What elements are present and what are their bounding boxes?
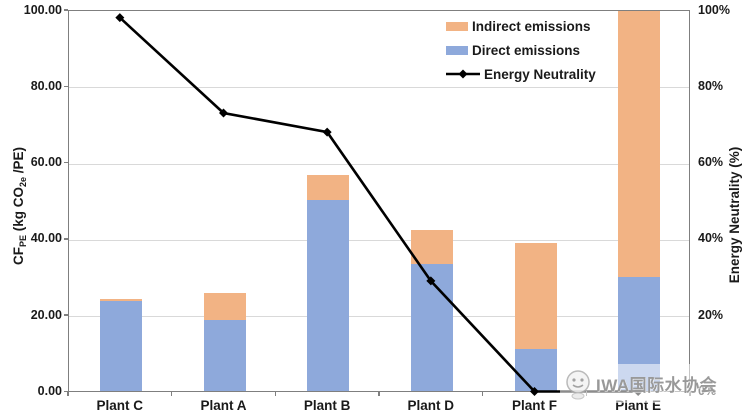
left-axis-tick-label: 0.00 [37, 384, 62, 398]
iwa-logo-icon [566, 369, 590, 399]
legend-item-indirect-emissions: Indirect emissions [446, 14, 596, 38]
bar-segment-indirect-plant-e [618, 11, 661, 277]
watermark-text: IWA国际水协会 [596, 376, 718, 395]
gridline [69, 239, 689, 241]
legend-label: Direct emissions [472, 42, 581, 58]
gridline [69, 87, 689, 89]
left-axis-tick-label: 60.00 [30, 155, 62, 170]
bar-segment-indirect-plant-b [307, 175, 350, 200]
bar-segment-direct-plant-d [410, 264, 453, 391]
direct-emissions-swatch-icon [446, 45, 468, 55]
bar-segment-direct-plant-b [307, 199, 350, 391]
left-axis-tick-label: 100.00 [23, 2, 62, 17]
bar-segment-direct-plant-f [514, 349, 557, 391]
right-axis-tick-label: 100% [698, 2, 730, 17]
legend-label: Energy Neutrality [484, 66, 596, 82]
x-axis-category-label: Plant D [407, 398, 455, 413]
bar-segment-indirect-plant-d [410, 229, 453, 265]
indirect-emissions-swatch-icon [446, 21, 468, 31]
x-axis-category-label: Plant A [200, 398, 247, 413]
legend: Indirect emissions Direct emissions Ener… [446, 14, 596, 86]
bar-segment-direct-plant-a [203, 320, 246, 391]
right-axis-title: Energy Neutrality (%) [727, 146, 742, 284]
bar-segment-indirect-plant-a [203, 292, 246, 320]
left-axis-tick-label: 40.00 [30, 231, 62, 246]
legend-label: Indirect emissions [472, 18, 591, 34]
line-marker-swatch-icon [446, 69, 480, 79]
gridline [69, 163, 689, 165]
plot-area [68, 10, 690, 392]
x-axis-category-label: Plant C [96, 398, 144, 413]
bar-segment-indirect-plant-f [514, 242, 557, 350]
watermark: IWA国际水协会 [560, 364, 751, 403]
left-axis-tick-label: 20.00 [30, 307, 62, 322]
left-axis-tick-label: 80.00 [30, 78, 62, 93]
bar-segment-direct-plant-c [99, 301, 142, 391]
gridline [69, 316, 689, 318]
left-axis-title: CFPE (kg CO2e /PE) [11, 146, 28, 266]
x-axis-category-label: Plant B [303, 398, 351, 413]
legend-item-direct-emissions: Direct emissions [446, 38, 596, 62]
bar-segment-indirect-plant-c [99, 299, 142, 302]
legend-item-energy-neutrality: Energy Neutrality [446, 62, 596, 86]
